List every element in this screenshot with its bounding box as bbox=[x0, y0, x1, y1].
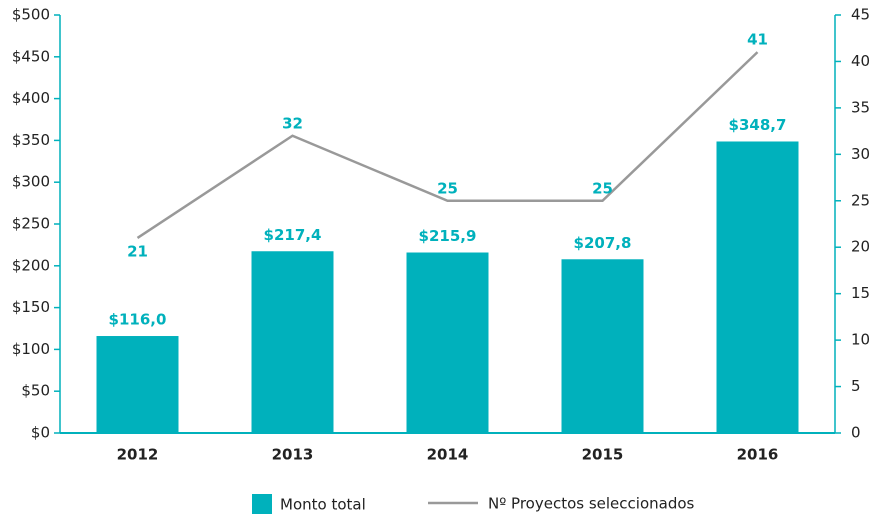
value-label: 25 bbox=[437, 179, 458, 197]
x-tick-label: 2015 bbox=[582, 446, 624, 464]
y2-tick-label: 45 bbox=[851, 6, 870, 24]
y-tick-label: $450 bbox=[12, 47, 50, 65]
value-label: $116,0 bbox=[109, 311, 167, 329]
y-tick-label: $50 bbox=[21, 382, 50, 400]
line bbox=[136, 51, 759, 239]
y-tick-label: $100 bbox=[12, 340, 50, 358]
value-label: $348,7 bbox=[729, 116, 787, 134]
bar bbox=[716, 141, 799, 433]
x-tick-label: 2012 bbox=[117, 446, 159, 464]
y2-tick-label: 20 bbox=[851, 238, 870, 256]
bar bbox=[561, 259, 644, 433]
value-label: 41 bbox=[747, 31, 768, 49]
y-tick-label: $500 bbox=[12, 6, 50, 24]
y2-tick-label: 35 bbox=[851, 98, 870, 116]
y-tick-label: $250 bbox=[12, 215, 50, 233]
y2-tick-label: 5 bbox=[851, 377, 861, 395]
y-tick-label: $200 bbox=[12, 256, 50, 274]
y2-tick-label: 25 bbox=[851, 191, 870, 209]
y-tick-label: $350 bbox=[12, 131, 50, 149]
bar bbox=[96, 336, 179, 433]
x-tick-label: 2013 bbox=[272, 446, 314, 464]
bar bbox=[251, 251, 334, 433]
value-label: $207,8 bbox=[574, 234, 632, 252]
legend-swatch bbox=[252, 494, 272, 514]
y-tick-label: $150 bbox=[12, 298, 50, 316]
y2-tick-label: 40 bbox=[851, 52, 870, 70]
y-tick-label: $300 bbox=[12, 173, 50, 191]
y2-tick-label: 10 bbox=[851, 331, 870, 349]
y-tick-label: $400 bbox=[12, 89, 50, 107]
value-label: 25 bbox=[592, 179, 613, 197]
x-tick-label: 2016 bbox=[737, 446, 779, 464]
legend-label: Monto total bbox=[280, 496, 366, 514]
value-label: 21 bbox=[127, 242, 148, 260]
value-label: $217,4 bbox=[264, 226, 322, 244]
y2-tick-label: 0 bbox=[851, 424, 861, 442]
y2-tick-label: 15 bbox=[851, 284, 870, 302]
value-label: $215,9 bbox=[419, 227, 477, 245]
y2-tick-label: 30 bbox=[851, 145, 870, 163]
bar bbox=[406, 252, 489, 433]
x-tick-label: 2014 bbox=[427, 446, 469, 464]
value-label: 32 bbox=[282, 114, 303, 132]
y-tick-label: $0 bbox=[31, 424, 50, 442]
legend-label: Nº Proyectos seleccionados bbox=[488, 495, 695, 513]
